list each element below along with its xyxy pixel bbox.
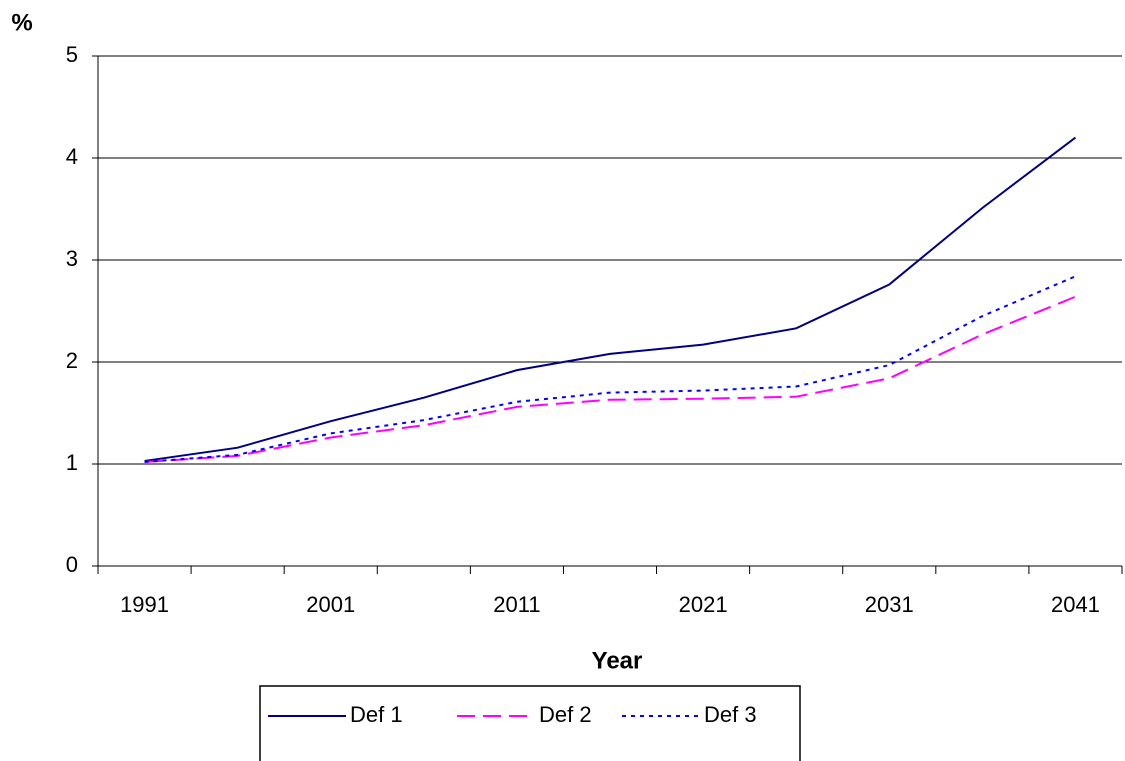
legend-box: [259, 685, 801, 761]
y-axis-title: %: [11, 9, 32, 36]
x-tick-label: 2001: [306, 592, 355, 617]
legend-label: Def 2: [539, 702, 592, 727]
y-tick-label: 0: [66, 552, 78, 577]
y-tick-label: 4: [66, 144, 78, 169]
x-tick-label: 2011: [493, 592, 540, 617]
y-tick-label: 5: [66, 42, 78, 67]
y-tick-label: 2: [66, 348, 78, 373]
series-line: [144, 275, 1076, 463]
x-tick-label: 1991: [120, 592, 169, 617]
series-line: [144, 136, 1077, 462]
x-tick-label: 2041: [1051, 592, 1100, 617]
x-tick-label: 2021: [679, 592, 728, 617]
y-tick-label: 1: [66, 450, 78, 475]
legend-label: Def 1: [350, 702, 403, 727]
series-line: [144, 295, 1076, 463]
x-axis-title: Year: [592, 647, 643, 674]
y-tick-label: 3: [66, 246, 78, 271]
legend-label: Def 3: [704, 702, 757, 727]
x-tick-label: 2031: [865, 592, 914, 617]
